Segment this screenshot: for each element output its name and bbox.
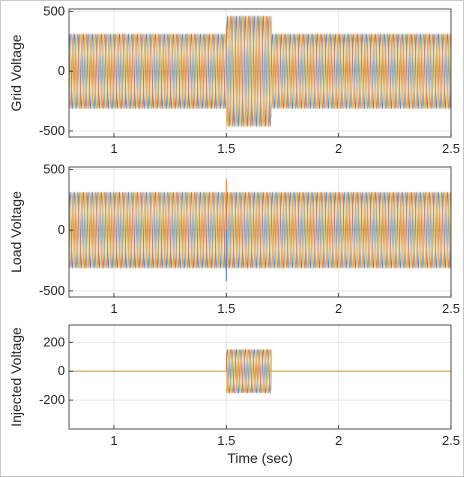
series-line-3 [69, 14, 451, 128]
subplot-3: 1 1.5 2 2.5 -200 0 200 Injected Voltage Time (se… [8, 324, 460, 466]
x-tick-label: 1 [110, 433, 117, 448]
y-tick-label: -500 [39, 123, 65, 138]
y-tick-label: 200 [43, 334, 65, 349]
x-tick-label: 1.5 [217, 433, 235, 448]
x-tick-label: 2 [335, 433, 342, 448]
x-axis-label: Time (sec) [227, 450, 293, 466]
series-line-1 [69, 191, 451, 269]
x-tick-label: 1 [110, 141, 117, 156]
x-tick-label: 2.5 [442, 301, 460, 316]
x-tick-label: 2 [335, 301, 342, 316]
x-tick-label: 1.5 [217, 301, 235, 316]
y-tick-label: -200 [39, 392, 65, 407]
axes-frame [68, 324, 452, 430]
subplot-2: 1 1.5 2 2.5 -500 0 500 Load Voltage [8, 161, 460, 316]
subplot-1: 1 1.5 2 2.5 -500 0 500 Grid Voltage [8, 3, 460, 156]
y-axis-label: Grid Voltage [8, 34, 24, 111]
series-line-2 [69, 191, 451, 269]
x-tick-label: 2 [335, 141, 342, 156]
series-line-3 [69, 191, 451, 269]
series-line-1 [69, 14, 451, 128]
x-tick-label: 1 [110, 301, 117, 316]
y-tick-label: 500 [43, 3, 65, 18]
y-tick-label: 0 [58, 222, 65, 237]
x-tick-label: 2.5 [442, 433, 460, 448]
y-axis-label: Load Voltage [8, 191, 24, 273]
y-tick-label: -500 [39, 283, 65, 298]
x-tick-label: 2.5 [442, 141, 460, 156]
series-line-3 [69, 348, 451, 394]
y-tick-label: 0 [58, 363, 65, 378]
axes-frame [68, 166, 452, 298]
axes-frame [68, 8, 452, 138]
x-tick-label: 1.5 [217, 141, 235, 156]
series-line-2 [69, 14, 451, 128]
y-axis-label: Injected Voltage [8, 327, 24, 427]
y-tick-label: 0 [58, 63, 65, 78]
y-tick-label: 500 [43, 161, 65, 176]
